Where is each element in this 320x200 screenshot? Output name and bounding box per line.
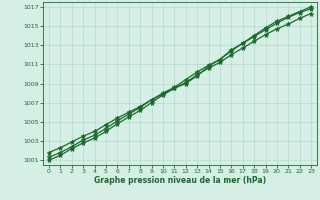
X-axis label: Graphe pression niveau de la mer (hPa): Graphe pression niveau de la mer (hPa)	[94, 176, 266, 185]
